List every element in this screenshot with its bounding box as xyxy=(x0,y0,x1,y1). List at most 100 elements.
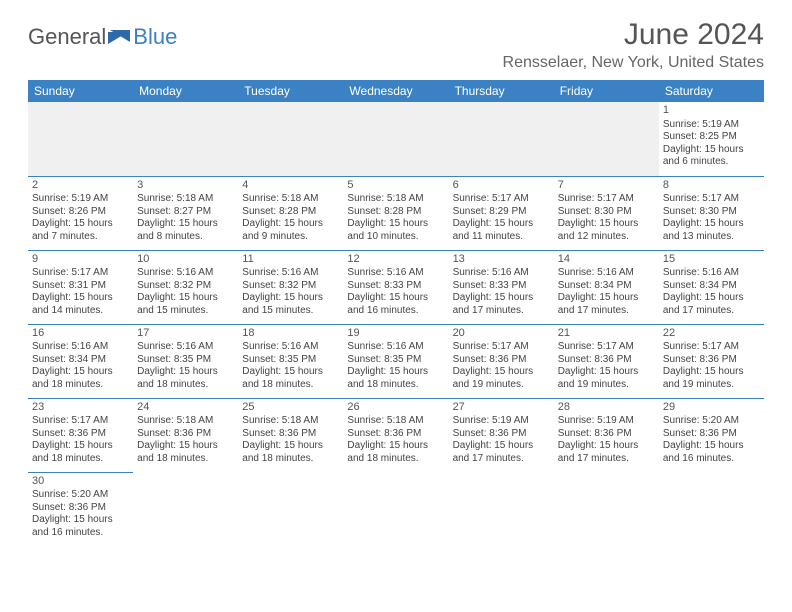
day-info-line: and 14 minutes. xyxy=(32,305,129,318)
calendar-cell: 9Sunrise: 5:17 AMSunset: 8:31 PMDaylight… xyxy=(28,250,133,324)
day-info-line: Sunset: 8:36 PM xyxy=(663,428,760,441)
day-info-line: Daylight: 15 hours xyxy=(347,292,444,305)
day-info-line: and 19 minutes. xyxy=(558,379,655,392)
day-info-line: Sunset: 8:34 PM xyxy=(663,280,760,293)
day-info-line: and 19 minutes. xyxy=(663,379,760,392)
day-info-line: and 17 minutes. xyxy=(663,305,760,318)
day-number: 18 xyxy=(242,327,339,341)
day-info-line: and 15 minutes. xyxy=(137,305,234,318)
day-info-line: Sunrise: 5:17 AM xyxy=(453,193,550,206)
day-info-line: Sunrise: 5:16 AM xyxy=(347,341,444,354)
calendar-cell: 26Sunrise: 5:18 AMSunset: 8:36 PMDayligh… xyxy=(343,398,448,472)
day-number: 28 xyxy=(558,401,655,415)
calendar-cell xyxy=(449,102,554,176)
day-info-line: Sunrise: 5:18 AM xyxy=(242,415,339,428)
day-number: 22 xyxy=(663,327,760,341)
calendar-cell: 15Sunrise: 5:16 AMSunset: 8:34 PMDayligh… xyxy=(659,250,764,324)
day-info-line: and 12 minutes. xyxy=(558,231,655,244)
calendar-cell: 21Sunrise: 5:17 AMSunset: 8:36 PMDayligh… xyxy=(554,324,659,398)
day-info-line: Sunset: 8:28 PM xyxy=(347,206,444,219)
calendar-cell: 11Sunrise: 5:16 AMSunset: 8:32 PMDayligh… xyxy=(238,250,343,324)
day-number: 13 xyxy=(453,253,550,267)
day-info-line: Sunset: 8:36 PM xyxy=(32,502,129,515)
day-info-line: Sunrise: 5:18 AM xyxy=(242,193,339,206)
day-info-line: and 15 minutes. xyxy=(242,305,339,318)
month-title: June 2024 xyxy=(503,18,764,52)
day-info-line: Daylight: 15 hours xyxy=(242,440,339,453)
calendar-cell: 2Sunrise: 5:19 AMSunset: 8:26 PMDaylight… xyxy=(28,176,133,250)
day-info-line: Sunset: 8:36 PM xyxy=(32,428,129,441)
calendar-cell: 30Sunrise: 5:20 AMSunset: 8:36 PMDayligh… xyxy=(28,472,133,546)
day-number: 29 xyxy=(663,401,760,415)
day-info-line: Sunset: 8:35 PM xyxy=(242,354,339,367)
day-header: Sunday xyxy=(28,80,133,102)
day-info-line: and 16 minutes. xyxy=(347,305,444,318)
calendar-cell: 4Sunrise: 5:18 AMSunset: 8:28 PMDaylight… xyxy=(238,176,343,250)
day-info-line: and 16 minutes. xyxy=(32,527,129,540)
day-info-line: Sunset: 8:36 PM xyxy=(663,354,760,367)
logo-text-general: General xyxy=(28,24,106,50)
day-info-line: and 7 minutes. xyxy=(32,231,129,244)
day-info-line: and 8 minutes. xyxy=(137,231,234,244)
calendar-cell: 27Sunrise: 5:19 AMSunset: 8:36 PMDayligh… xyxy=(449,398,554,472)
calendar-cell: 17Sunrise: 5:16 AMSunset: 8:35 PMDayligh… xyxy=(133,324,238,398)
day-info-line: Daylight: 15 hours xyxy=(663,144,760,157)
day-info-line: Daylight: 15 hours xyxy=(347,218,444,231)
day-info-line: Sunset: 8:36 PM xyxy=(242,428,339,441)
day-info-line: Sunrise: 5:17 AM xyxy=(663,193,760,206)
day-info-line: Daylight: 15 hours xyxy=(32,366,129,379)
day-info-line: Sunset: 8:26 PM xyxy=(32,206,129,219)
calendar-cell: 7Sunrise: 5:17 AMSunset: 8:30 PMDaylight… xyxy=(554,176,659,250)
day-info-line: Sunrise: 5:17 AM xyxy=(453,341,550,354)
day-info-line: and 18 minutes. xyxy=(32,453,129,466)
day-number: 19 xyxy=(347,327,444,341)
day-info-line: Sunrise: 5:16 AM xyxy=(242,267,339,280)
day-info-line: Daylight: 15 hours xyxy=(137,292,234,305)
day-number: 17 xyxy=(137,327,234,341)
day-info-line: Daylight: 15 hours xyxy=(347,366,444,379)
day-info-line: Daylight: 15 hours xyxy=(453,440,550,453)
calendar-cell: 28Sunrise: 5:19 AMSunset: 8:36 PMDayligh… xyxy=(554,398,659,472)
calendar-cell: 5Sunrise: 5:18 AMSunset: 8:28 PMDaylight… xyxy=(343,176,448,250)
header: General Blue June 2024 Rensselaer, New Y… xyxy=(28,18,764,72)
calendar-cell xyxy=(133,102,238,176)
day-info-line: Sunset: 8:36 PM xyxy=(558,354,655,367)
calendar-cell xyxy=(554,472,659,546)
calendar-cell: 1Sunrise: 5:19 AMSunset: 8:25 PMDaylight… xyxy=(659,102,764,176)
logo: General Blue xyxy=(28,24,177,50)
day-info-line: Sunrise: 5:20 AM xyxy=(663,415,760,428)
day-info-line: Daylight: 15 hours xyxy=(32,292,129,305)
day-number: 15 xyxy=(663,253,760,267)
calendar-cell xyxy=(343,472,448,546)
calendar-cell: 14Sunrise: 5:16 AMSunset: 8:34 PMDayligh… xyxy=(554,250,659,324)
day-number: 7 xyxy=(558,179,655,193)
day-info-line: and 9 minutes. xyxy=(242,231,339,244)
day-number: 9 xyxy=(32,253,129,267)
day-number: 1 xyxy=(663,104,760,118)
day-info-line: Sunrise: 5:16 AM xyxy=(137,267,234,280)
day-info-line: Daylight: 15 hours xyxy=(32,218,129,231)
day-info-line: Daylight: 15 hours xyxy=(558,218,655,231)
day-number: 8 xyxy=(663,179,760,193)
day-info-line: Sunrise: 5:19 AM xyxy=(453,415,550,428)
day-info-line: Sunset: 8:34 PM xyxy=(558,280,655,293)
day-info-line: Sunrise: 5:19 AM xyxy=(663,119,760,132)
calendar-cell xyxy=(238,472,343,546)
day-info-line: Daylight: 15 hours xyxy=(137,366,234,379)
calendar-cell: 8Sunrise: 5:17 AMSunset: 8:30 PMDaylight… xyxy=(659,176,764,250)
day-info-line: Daylight: 15 hours xyxy=(453,366,550,379)
day-info-line: Daylight: 15 hours xyxy=(242,292,339,305)
calendar-week-row: 1Sunrise: 5:19 AMSunset: 8:25 PMDaylight… xyxy=(28,102,764,176)
day-info-line: and 18 minutes. xyxy=(137,379,234,392)
day-info-line: Sunrise: 5:17 AM xyxy=(663,341,760,354)
day-info-line: and 6 minutes. xyxy=(663,156,760,169)
day-number: 21 xyxy=(558,327,655,341)
calendar-cell xyxy=(659,472,764,546)
day-number: 24 xyxy=(137,401,234,415)
day-info-line: Sunset: 8:31 PM xyxy=(32,280,129,293)
logo-flag-icon xyxy=(108,24,132,50)
calendar-cell: 18Sunrise: 5:16 AMSunset: 8:35 PMDayligh… xyxy=(238,324,343,398)
calendar-table: Sunday Monday Tuesday Wednesday Thursday… xyxy=(28,80,764,546)
day-info-line: Sunset: 8:28 PM xyxy=(242,206,339,219)
day-number: 23 xyxy=(32,401,129,415)
